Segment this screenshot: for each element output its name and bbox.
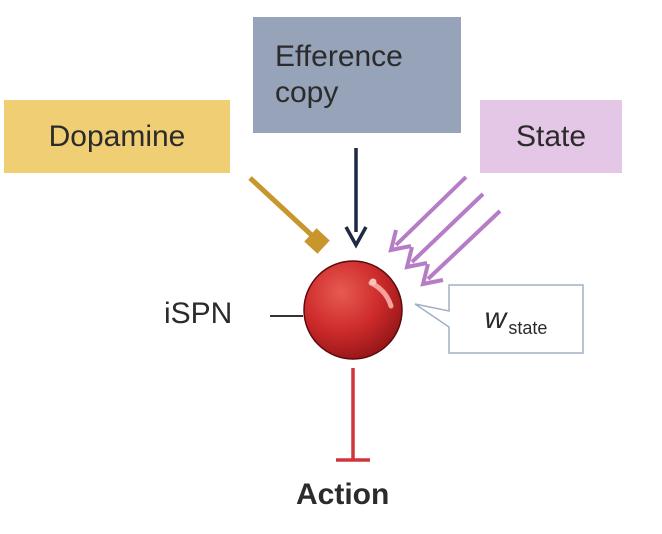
wstate-label: w state xyxy=(449,285,583,353)
weight-subscript: state xyxy=(508,317,548,338)
dopamine-box-bg xyxy=(4,100,230,173)
efference-copy-box: Efference copy xyxy=(253,17,461,133)
ispn-neuron xyxy=(303,260,403,360)
state-arrows xyxy=(388,175,502,287)
dopamine-box: Dopamine xyxy=(4,100,230,173)
efference-box-bg xyxy=(253,17,461,133)
action-label: Action xyxy=(296,478,390,511)
state-box-bg xyxy=(480,100,622,173)
action-output xyxy=(336,368,370,462)
efference-label-line1: Efference xyxy=(275,40,403,73)
efference-arrow xyxy=(344,148,368,249)
dopamine-label: Dopamine xyxy=(48,119,186,153)
state-label: State xyxy=(515,119,587,153)
wstate-callout xyxy=(414,284,584,354)
weight-symbol: w xyxy=(484,302,507,335)
dopamine-connection xyxy=(248,176,330,254)
state-box: State xyxy=(480,100,622,173)
ispn-label: iSPN xyxy=(164,297,233,330)
efference-label-line2: copy xyxy=(275,76,339,109)
